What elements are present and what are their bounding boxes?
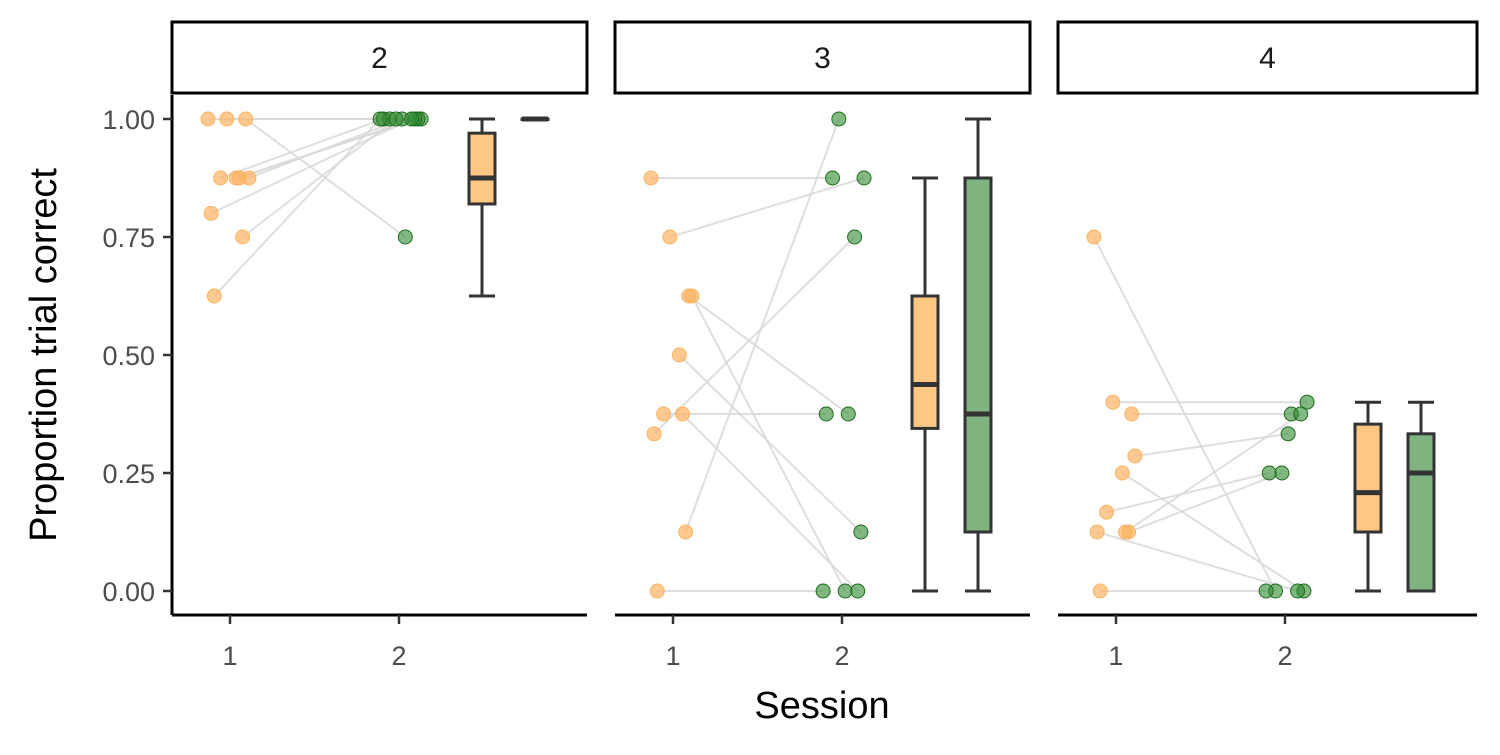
x-tick-label: 2 [1277,641,1292,671]
pair-line [1124,413,1302,533]
y-tick-label: 0.25 [102,459,155,489]
session2-point [847,229,863,245]
session2-point [1258,583,1274,599]
pair-line [653,236,856,435]
session2-point [815,583,831,599]
session1-point [206,288,222,304]
session1-point [671,347,687,363]
x-tick-label: 1 [222,641,237,671]
pair-line [691,295,847,592]
session2-point [372,111,388,127]
session1-point [1105,394,1121,410]
x-tick-label: 1 [665,641,680,671]
session1-boxplot-box [1353,422,1383,534]
session2-point [397,229,413,245]
facet-strip [613,20,1032,95]
session2-point [840,406,856,422]
session1-point [656,406,672,422]
pair-line [1106,472,1270,514]
y-tick-label: 0.50 [102,341,155,371]
session1-point [1114,465,1130,481]
y-tick-label: 0.75 [102,223,155,253]
pair-line [681,413,859,592]
session2-point [850,583,866,599]
session1-point [646,426,662,442]
session2-point [818,406,834,422]
session1-point [1121,524,1137,540]
pair-line [241,118,397,238]
session2-point [1261,465,1277,481]
session2-boxplot-box [963,176,993,534]
session1-point [1124,406,1140,422]
session1-point [1092,583,1108,599]
session1-point [203,205,219,221]
session1-point [678,524,694,540]
facet-strip [170,20,589,95]
facet-strip [1056,20,1479,95]
session1-point [649,583,665,599]
session1-point [662,229,678,245]
facet-strip-label: 2 [371,42,388,75]
pair-line [239,118,416,179]
y-tick-label: 1.00 [102,105,155,135]
session2-point [825,170,841,186]
session2-point [853,524,869,540]
session1-boxplot-box [910,294,940,430]
session2-point [831,111,847,127]
session2-point [1280,426,1296,442]
session1-point [1086,229,1102,245]
pair-line [220,118,384,179]
pair-line [1134,432,1289,457]
pair-line [688,295,849,415]
pair-line [678,354,862,533]
pair-line [213,118,381,297]
session1-point [238,111,254,127]
session1-point [213,170,229,186]
session1-point [200,111,216,127]
pair-line [1096,531,1298,592]
session1-point [1099,504,1115,520]
session2-point [388,111,404,127]
session1-point [219,111,235,127]
session1-point [1127,448,1143,464]
session2-point [1290,583,1306,599]
pair-line [210,118,413,215]
session2-point [837,583,853,599]
pair-line [684,118,840,533]
y-tick-label: 0.00 [102,577,155,607]
session2-point [856,170,872,186]
y-axis-title: Proportion trial correct [23,168,65,542]
x-tick-label: 1 [1108,641,1123,671]
session2-point [1293,406,1309,422]
session2-point [1274,465,1290,481]
facet-strip-label: 3 [814,42,831,75]
pair-line [1128,472,1283,533]
session1-point [643,170,659,186]
session1-point [235,229,251,245]
x-tick-label: 2 [391,641,406,671]
session2-boxplot-box [1406,432,1436,593]
session2-point [404,111,420,127]
pair-line [1121,472,1305,592]
session2-point [1299,394,1315,410]
x-axis-title: Session [754,685,889,727]
session1-point [674,406,690,422]
session1-point [684,288,700,304]
x-tick-label: 2 [834,641,849,671]
session1-point [231,170,247,186]
facet-strip-label: 4 [1259,42,1276,75]
pair-line [669,177,865,238]
session1-point [1089,524,1105,540]
session1-boxplot-box [467,131,497,206]
